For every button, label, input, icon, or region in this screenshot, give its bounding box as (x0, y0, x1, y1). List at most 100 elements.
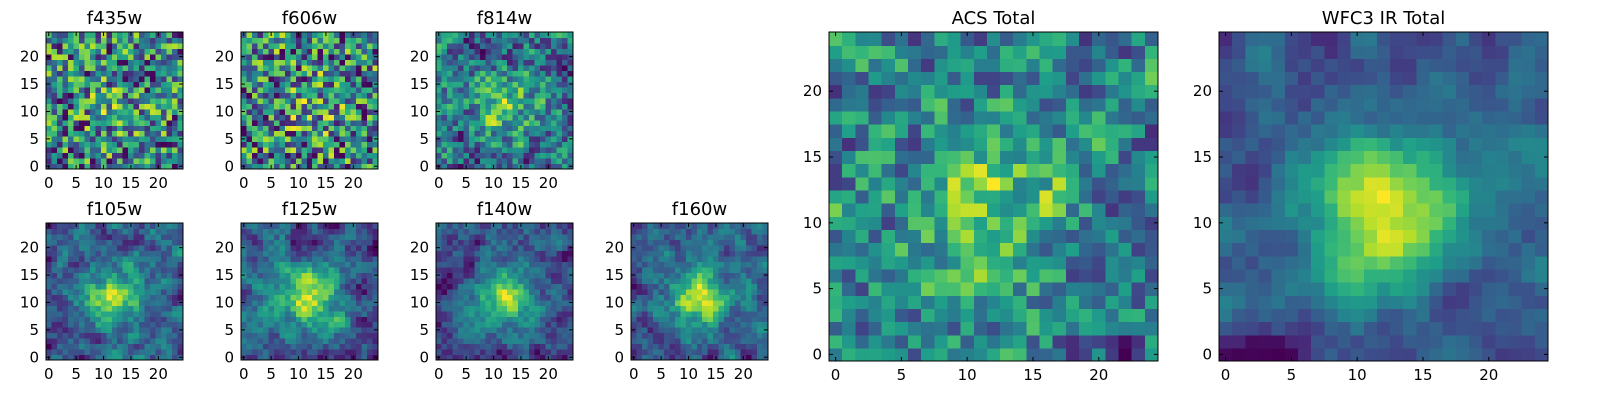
heatmap-cell (540, 327, 547, 334)
heatmap-cell (652, 305, 659, 312)
heatmap-cell (339, 343, 346, 350)
heatmap-cell (652, 239, 659, 246)
heatmap-cell (301, 37, 308, 44)
heatmap-cell (246, 255, 253, 262)
heatmap-cell (122, 114, 129, 121)
heatmap-cell (474, 272, 481, 279)
heatmap-cell (251, 119, 259, 126)
heatmap-cell (46, 228, 53, 235)
heatmap-cell (317, 152, 324, 159)
heatmap-cell (518, 327, 525, 334)
heatmap-cell (89, 81, 96, 88)
heatmap-cell (78, 37, 85, 44)
heatmap-cell (95, 97, 102, 104)
heatmap-cell (468, 97, 475, 104)
heatmap-cell (724, 283, 731, 290)
heatmap-cell (328, 305, 335, 312)
heatmap-cell (133, 321, 140, 328)
heatmap-cell (507, 223, 514, 230)
heatmap-cell (529, 103, 536, 110)
heatmap-cell (172, 338, 179, 345)
heatmap-cell (868, 229, 883, 244)
heatmap-cell (334, 141, 341, 148)
heatmap-cell (166, 125, 173, 132)
heatmap-cell (67, 261, 74, 268)
heatmap-cell (317, 114, 324, 121)
heatmap-cell (855, 189, 870, 204)
heatmap-cell (696, 310, 703, 317)
heatmap-cell (241, 250, 248, 257)
heatmap-cell (446, 283, 454, 290)
heatmap-cell (562, 59, 569, 66)
heatmap-cell (457, 299, 464, 306)
heatmap-cell (251, 327, 259, 334)
heatmap-cell (339, 125, 346, 132)
heatmap-cell (685, 310, 692, 317)
heatmap-cell (1131, 203, 1146, 217)
heatmap-cell (323, 103, 330, 110)
heatmap-cell (290, 310, 297, 317)
heatmap-cell (441, 119, 448, 126)
heatmap-cell (691, 244, 698, 251)
heatmap-cell (356, 130, 363, 137)
heatmap-cell (534, 119, 541, 126)
heatmap-cell (512, 64, 519, 71)
heatmap-cell (921, 282, 935, 296)
heatmap-cell (339, 42, 346, 50)
heatmap-cell (757, 283, 764, 290)
heatmap-cell (372, 152, 379, 159)
heatmap-cell (652, 343, 659, 350)
heatmap-cell (540, 48, 547, 55)
heatmap-cell (512, 103, 519, 110)
heatmap-cell (1092, 216, 1106, 230)
heatmap-cell (740, 299, 747, 306)
heatmap-cell (1039, 268, 1054, 283)
heatmap-cell (51, 233, 58, 241)
heatmap-cell (62, 97, 69, 104)
heatmap-cell (1013, 347, 1027, 362)
heatmap-cell (279, 48, 286, 55)
heatmap-cell (540, 244, 547, 251)
heatmap-cell (934, 163, 949, 178)
heatmap-cell (273, 64, 280, 71)
heatmap-cell (161, 349, 168, 356)
heatmap-cell (636, 233, 643, 241)
heatmap-cell (636, 277, 643, 284)
heatmap-cell (540, 103, 547, 110)
heatmap-cell (150, 223, 157, 230)
heatmap-cell (56, 354, 64, 361)
heatmap-cell (295, 288, 302, 295)
heatmap-cell (446, 152, 454, 159)
heatmap-cell (534, 92, 541, 99)
heatmap-cell (339, 255, 346, 262)
heatmap-cell (106, 37, 113, 44)
heatmap-cell (702, 283, 709, 290)
heatmap-cell (567, 277, 574, 284)
heatmap-cell (696, 272, 703, 279)
y-tick-label: 10 (410, 293, 429, 311)
heatmap-cell (490, 305, 497, 312)
heatmap-cell (317, 327, 324, 334)
heatmap-cell (268, 327, 275, 334)
heatmap-cell (485, 294, 492, 301)
heatmap-cell (868, 321, 883, 336)
heatmap-cell (518, 294, 525, 301)
heatmap-cell (507, 158, 514, 165)
heatmap-cell (139, 277, 146, 284)
heatmap-cell (713, 299, 720, 306)
heatmap-cell (339, 299, 346, 306)
heatmap-cell (172, 97, 179, 104)
heatmap-cell (1013, 295, 1027, 309)
heatmap-cell (829, 308, 843, 323)
heatmap-cell (556, 119, 563, 126)
heatmap-cell (67, 48, 74, 55)
heatmap-cell (317, 108, 324, 115)
heatmap-cell (356, 97, 363, 104)
heatmap-cell (762, 288, 769, 295)
heatmap-cell (323, 343, 330, 350)
heatmap-cell (746, 343, 753, 350)
heatmap-cell (986, 308, 1001, 323)
heatmap-cell (312, 114, 319, 121)
heatmap-cell (479, 233, 486, 241)
heatmap-cell (372, 64, 379, 71)
